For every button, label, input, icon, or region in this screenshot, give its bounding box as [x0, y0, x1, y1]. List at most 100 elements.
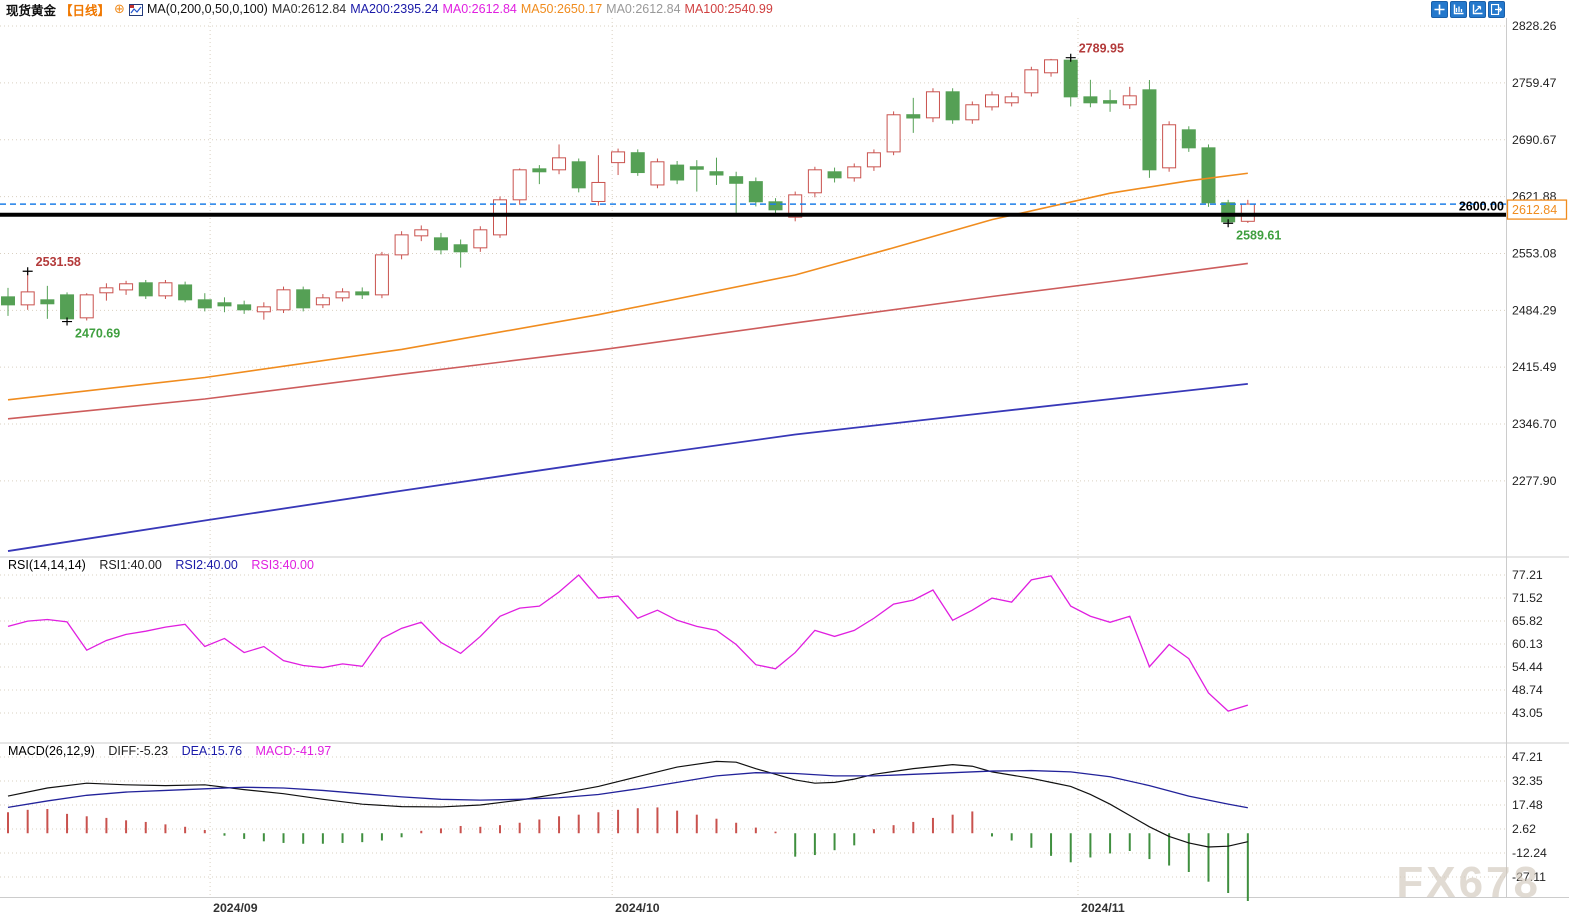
candle-body [630, 152, 645, 174]
extreme-cross-icon [22, 267, 33, 276]
price-tick-label: 2277.90 [1512, 474, 1557, 488]
macd-tick-label: 32.35 [1512, 774, 1543, 788]
candle-body [689, 166, 704, 170]
ma0b-value: MA0:2612.84 [442, 2, 517, 16]
rsi-panel-header: RSI(14,14,14) RSI1:40.00 RSI2:40.00 RSI3… [8, 558, 324, 572]
candle-body [965, 104, 980, 121]
candle-body [611, 151, 626, 164]
candle-body [1083, 96, 1098, 104]
rsi3-line [7, 574, 1249, 712]
price-tag-value: 2612.84 [1512, 203, 1557, 217]
ma200-value: MA200:2395.24 [350, 2, 439, 16]
macd-settings-label: MACD(26,12,9) [8, 744, 95, 758]
price-axis[interactable]: 2828.262759.472690.672621.882553.082484.… [1512, 19, 1557, 884]
candle-body [945, 91, 960, 121]
date-axis: 2024/09 2024/10 2024/11 [213, 901, 1125, 915]
candle-body [99, 287, 114, 294]
support-line-label: 2600.00 [1459, 200, 1504, 214]
rsi-tick-label: 48.74 [1512, 683, 1543, 697]
price-tick-label: 2415.49 [1512, 360, 1557, 374]
high-marker-label: 2531.58 [36, 255, 81, 269]
date-label: 2024/10 [615, 901, 660, 915]
candle-body [591, 181, 606, 202]
candle-body [1, 296, 15, 306]
rsi-tick-label: 60.13 [1512, 637, 1543, 651]
candle-body [20, 291, 35, 306]
price-tick-label: 2690.67 [1512, 133, 1557, 147]
rsi-tick-label: 71.52 [1512, 591, 1543, 605]
macd-lines [7, 760, 1248, 848]
rsi-settings-label: RSI(14,14,14) [8, 558, 86, 572]
dea-line [7, 769, 1248, 809]
ma100-value: MA100:2540.99 [684, 2, 773, 16]
candle-body [1004, 96, 1019, 104]
candle-body [748, 181, 763, 203]
candle-body [729, 176, 744, 184]
macd-tick-label: 2.62 [1512, 822, 1536, 836]
rsi3-value: RSI3:40.00 [251, 558, 314, 572]
collapse-panel-button[interactable] [1488, 1, 1505, 18]
candle-body [473, 229, 488, 249]
candle-body [374, 254, 389, 296]
ma0c-value: MA0:2612.84 [606, 2, 681, 16]
candle-body [670, 164, 685, 181]
candle-body [256, 306, 271, 313]
candle-body [788, 194, 803, 218]
ma-line-ma200 [7, 383, 1248, 552]
timeframe-label[interactable]: 【日线】 [60, 3, 111, 18]
rsi-tick-label: 77.21 [1512, 568, 1543, 582]
candle-body [178, 284, 193, 301]
candle-body [296, 289, 311, 309]
candle-body [650, 161, 665, 186]
candle-body [433, 237, 448, 251]
crosshair-button[interactable] [1431, 1, 1448, 18]
candle-body [1221, 202, 1236, 223]
candle-body [985, 94, 999, 108]
candle-body [335, 291, 350, 299]
candle-body [925, 91, 940, 119]
candle-body [552, 157, 567, 171]
rsi2-value: RSI2:40.00 [175, 558, 238, 572]
current-price-tag: 2612.84 [1506, 199, 1568, 220]
marker-labels-layer: 2531.58 2470.69 2789.95 2589.61 [22, 42, 1281, 341]
macd-panel-header: MACD(26,12,9) DIFF:-5.23 DEA:15.76 MACD:… [8, 744, 341, 758]
scale-chart-button[interactable] [1450, 1, 1467, 18]
candle-body [355, 291, 370, 296]
indicator-icon [128, 3, 143, 16]
candle-body [453, 244, 468, 253]
extreme-cross-icon [1223, 219, 1234, 228]
symbol-name: 现货黄金 [6, 3, 57, 18]
macd-value: MACD:-41.97 [255, 744, 332, 758]
candle-body [1181, 129, 1196, 149]
candle-body [1162, 124, 1177, 169]
dea-value: DEA:15.76 [181, 744, 243, 758]
candle-body [827, 171, 842, 179]
ma-lines-layer [7, 172, 1248, 552]
low-marker-label: 2470.69 [75, 327, 120, 341]
candle-body [886, 114, 901, 153]
level-lines-layer: 2600.00 [0, 200, 1506, 217]
ma0-value: MA0:2612.84 [271, 2, 347, 16]
chart-legend-bar: 现货黄金 【日线】 ⊕ MA(0,200,0,50,0,100) MA0:261… [0, 0, 1569, 18]
macd-histogram [7, 807, 1249, 902]
candle-body [709, 171, 724, 176]
high-marker-label: 2789.95 [1079, 42, 1124, 56]
chart-toolbar [1431, 1, 1505, 18]
candle-body [276, 289, 291, 311]
diff-line [7, 760, 1248, 848]
add-indicator-icon[interactable]: ⊕ [114, 1, 125, 16]
candle-body [571, 161, 586, 189]
macd-tick-label: 17.48 [1512, 798, 1543, 812]
macd-tick-label: -27.11 [1512, 870, 1546, 884]
candle-body [1044, 59, 1059, 74]
auto-scale-button[interactable] [1469, 1, 1486, 18]
candles-layer [1, 57, 1255, 322]
candle-body [237, 304, 252, 311]
fx678-watermark: FX678 [1396, 858, 1541, 907]
candle-body [40, 299, 55, 305]
price-tick-label: 2553.08 [1512, 246, 1557, 260]
macd-tick-label: -12.24 [1512, 846, 1547, 860]
ma-line-ma50 [7, 172, 1248, 401]
